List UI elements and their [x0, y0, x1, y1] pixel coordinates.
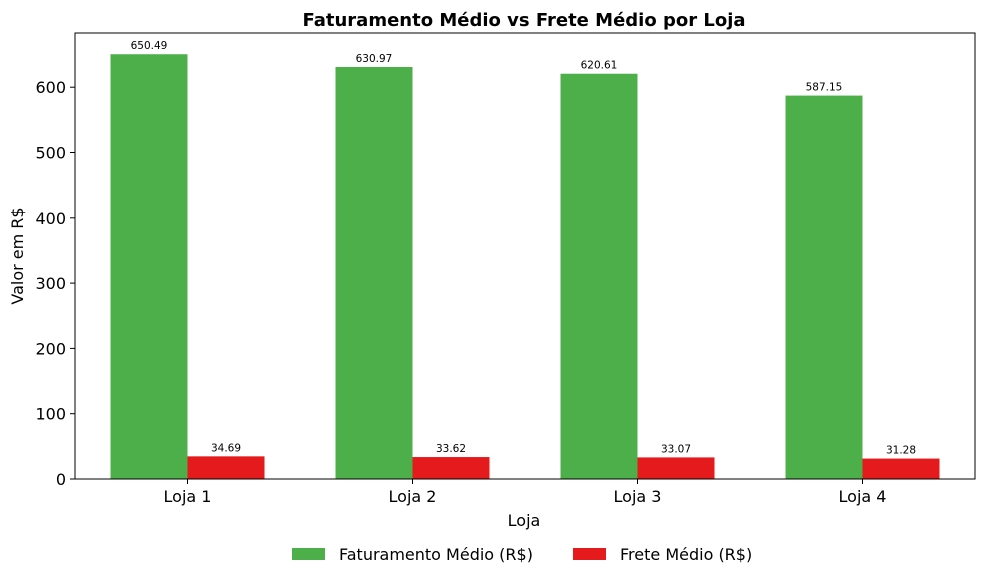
data-label-frete-4: 31.28 [886, 445, 916, 457]
legend-label-frete: Frete Médio (R$) [620, 545, 752, 564]
x-tick-label: Loja 3 [614, 487, 662, 506]
bar-faturamento-4 [785, 95, 863, 480]
y-tick-label: 100 [35, 405, 66, 424]
y-axis: 0 100 200 300 400 500 600 [35, 78, 75, 489]
bar-frete-4 [862, 458, 940, 479]
data-label-faturamento-1: 650.49 [131, 40, 168, 52]
data-label-faturamento-3: 620.61 [581, 60, 618, 72]
y-tick-label: 400 [35, 209, 66, 228]
chart-title: Faturamento Médio vs Frete Médio por Loj… [302, 10, 745, 31]
legend-label-faturamento: Faturamento Médio (R$) [339, 545, 533, 564]
legend-swatch-faturamento [292, 548, 325, 560]
x-tick-label: Loja 1 [164, 487, 212, 506]
bars-group [110, 54, 940, 480]
x-axis: Loja 1 Loja 2 Loja 3 Loja 4 [164, 479, 887, 506]
bar-frete-1 [187, 456, 265, 479]
legend: Faturamento Médio (R$) Frete Médio (R$) [292, 545, 752, 564]
y-tick-label: 300 [35, 274, 66, 293]
data-label-faturamento-4: 587.15 [806, 82, 843, 94]
y-tick-label: 0 [56, 470, 66, 489]
data-label-frete-1: 34.69 [211, 442, 241, 454]
y-tick-label: 200 [35, 339, 66, 358]
data-label-frete-2: 33.62 [436, 443, 466, 455]
data-label-frete-3: 33.07 [661, 443, 691, 455]
plot-area-frame [74, 32, 976, 480]
y-axis-label: Valor em R$ [8, 207, 27, 304]
bar-faturamento-3 [560, 73, 638, 480]
x-tick-label: Loja 4 [839, 487, 887, 506]
bar-faturamento-1 [110, 54, 188, 480]
y-tick-label: 600 [35, 78, 66, 97]
legend-swatch-frete [573, 548, 606, 560]
data-labels-group: 650.49 34.69 630.97 33.62 620.61 33.07 587.15 3… [131, 40, 916, 456]
bar-faturamento-2 [335, 66, 413, 479]
x-axis-label: Loja [508, 511, 541, 530]
y-tick-label: 500 [35, 143, 66, 162]
bar-frete-2 [412, 457, 490, 479]
bar-frete-3 [637, 457, 715, 479]
x-tick-label: Loja 2 [389, 487, 437, 506]
data-label-faturamento-2: 630.97 [356, 53, 393, 65]
